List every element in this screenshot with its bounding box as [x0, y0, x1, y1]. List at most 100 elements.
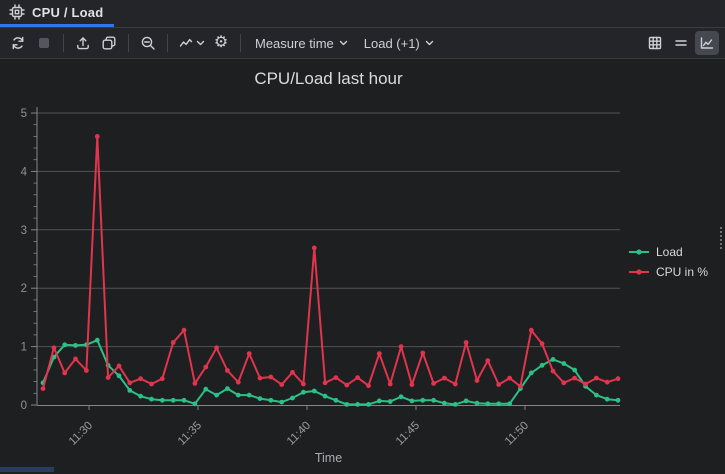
data-point[interactable]	[507, 375, 512, 381]
data-point[interactable]	[420, 350, 426, 356]
data-point[interactable]	[279, 399, 285, 405]
data-point[interactable]	[376, 351, 382, 356]
data-point[interactable]	[528, 327, 534, 333]
data-point[interactable]	[127, 380, 133, 386]
data-point[interactable]	[149, 396, 154, 402]
data-point[interactable]	[279, 382, 285, 387]
data-point[interactable]	[561, 380, 567, 386]
data-point[interactable]	[127, 388, 133, 393]
data-point[interactable]	[235, 392, 241, 398]
data-point[interactable]	[322, 380, 328, 386]
data-point[interactable]	[604, 379, 610, 385]
data-point[interactable]	[496, 382, 502, 387]
data-point[interactable]	[355, 375, 360, 380]
data-point[interactable]	[138, 376, 144, 382]
data-point[interactable]	[138, 393, 144, 399]
data-point[interactable]	[539, 341, 545, 347]
data-point[interactable]	[311, 388, 317, 394]
table-view-button[interactable]	[643, 31, 667, 55]
data-point[interactable]	[257, 396, 263, 401]
data-point[interactable]	[94, 134, 100, 139]
data-point[interactable]	[170, 397, 176, 403]
data-point[interactable]	[192, 401, 198, 407]
chart-type-button[interactable]	[175, 31, 207, 55]
data-point[interactable]	[84, 368, 89, 373]
measure-time-dropdown[interactable]: Measure time	[248, 31, 355, 55]
text-view-button[interactable]	[669, 31, 693, 55]
data-point[interactable]	[387, 399, 393, 404]
data-point[interactable]	[431, 381, 436, 386]
data-point[interactable]	[355, 402, 360, 407]
data-point[interactable]	[203, 364, 209, 370]
data-point[interactable]	[159, 397, 165, 403]
data-point[interactable]	[214, 392, 220, 398]
data-point[interactable]	[290, 369, 295, 375]
data-point[interactable]	[594, 392, 599, 398]
data-point[interactable]	[225, 368, 230, 373]
load-dropdown[interactable]: Load (+1)	[357, 31, 441, 55]
data-point[interactable]	[51, 345, 57, 351]
data-point[interactable]	[398, 344, 404, 349]
export-button[interactable]	[71, 31, 95, 55]
data-point[interactable]	[149, 381, 154, 387]
data-point[interactable]	[268, 374, 274, 380]
data-point[interactable]	[246, 392, 252, 398]
data-point[interactable]	[181, 327, 187, 333]
data-point[interactable]	[604, 396, 610, 402]
data-point[interactable]	[474, 378, 480, 383]
data-point[interactable]	[485, 401, 491, 407]
data-point[interactable]	[485, 358, 491, 363]
data-point[interactable]	[463, 340, 469, 345]
data-point[interactable]	[452, 381, 458, 387]
data-point[interactable]	[561, 361, 567, 366]
data-point[interactable]	[214, 345, 220, 351]
data-point[interactable]	[311, 245, 317, 251]
data-point[interactable]	[496, 401, 502, 407]
chart-plot-svg[interactable]: 0 1 2 3 4 5 11:30 11:35 11:40 11:45 11:50	[0, 59, 725, 474]
data-point[interactable]	[442, 400, 447, 406]
data-point[interactable]	[409, 398, 415, 404]
data-point[interactable]	[409, 382, 415, 387]
data-point[interactable]	[452, 402, 458, 407]
data-point[interactable]	[344, 402, 350, 407]
data-point[interactable]	[40, 386, 46, 391]
data-point[interactable]	[116, 363, 122, 369]
data-point[interactable]	[73, 343, 78, 348]
data-point[interactable]	[583, 381, 588, 387]
data-point[interactable]	[170, 340, 176, 345]
data-point[interactable]	[105, 375, 111, 380]
data-point[interactable]	[62, 342, 68, 348]
data-point[interactable]	[268, 397, 274, 403]
data-point[interactable]	[225, 386, 230, 391]
tab-cpu-load[interactable]: CPU / Load	[0, 0, 115, 27]
data-point[interactable]	[376, 398, 382, 404]
data-point[interactable]	[572, 367, 577, 373]
panel-resize-handle[interactable]	[720, 227, 722, 249]
data-point[interactable]	[431, 397, 436, 403]
data-point[interactable]	[615, 376, 621, 382]
data-point[interactable]	[322, 393, 328, 399]
data-point[interactable]	[257, 375, 263, 381]
data-point[interactable]	[550, 368, 556, 374]
data-point[interactable]	[539, 362, 545, 368]
data-point[interactable]	[528, 370, 534, 376]
data-point[interactable]	[203, 386, 209, 392]
refresh-button[interactable]	[6, 31, 30, 55]
data-point[interactable]	[366, 383, 371, 389]
data-point[interactable]	[94, 337, 100, 343]
data-point[interactable]	[333, 397, 339, 403]
stop-button[interactable]	[32, 31, 56, 55]
data-point[interactable]	[290, 395, 295, 401]
settings-button[interactable]: ⚙	[209, 31, 233, 55]
data-point[interactable]	[116, 373, 122, 379]
data-point[interactable]	[474, 400, 480, 406]
data-point[interactable]	[550, 357, 556, 362]
data-point[interactable]	[333, 375, 339, 380]
data-point[interactable]	[463, 398, 469, 404]
data-point[interactable]	[181, 397, 187, 403]
data-point[interactable]	[235, 379, 241, 385]
zoom-out-button[interactable]	[136, 31, 160, 55]
data-point[interactable]	[572, 375, 577, 381]
data-point[interactable]	[387, 381, 393, 387]
data-point[interactable]	[62, 370, 68, 376]
